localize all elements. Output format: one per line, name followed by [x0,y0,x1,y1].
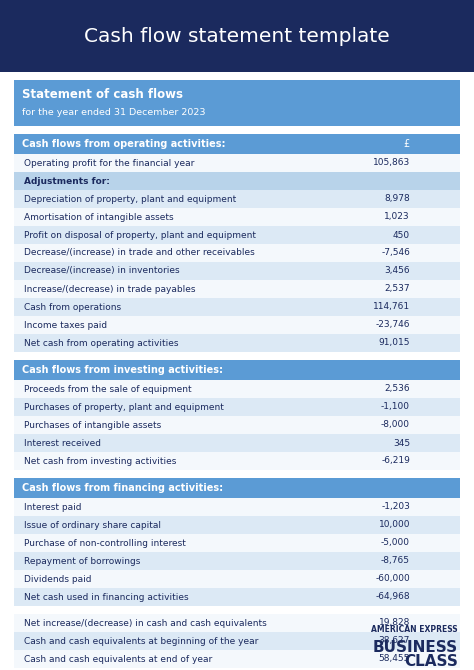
Bar [14,154,460,172]
Text: Purchases of intangible assets: Purchases of intangible assets [24,421,161,429]
Text: Cash from operations: Cash from operations [24,302,121,312]
Text: -7,546: -7,546 [381,249,410,257]
Bar [14,380,460,398]
Bar [14,416,460,434]
Bar [14,498,460,516]
Text: Interest paid: Interest paid [24,502,82,511]
Text: Issue of ordinary share capital: Issue of ordinary share capital [24,521,161,529]
Text: 58,455: 58,455 [379,655,410,663]
Text: for the year ended 31 December 2023: for the year ended 31 December 2023 [22,108,206,117]
Text: Purchases of property, plant and equipment: Purchases of property, plant and equipme… [24,403,224,411]
Text: -64,968: -64,968 [375,592,410,602]
Bar [14,588,460,606]
Bar [14,134,460,154]
Text: 114,761: 114,761 [373,302,410,312]
Text: Adjustments for:: Adjustments for: [24,176,110,186]
Text: Amortisation of intangible assets: Amortisation of intangible assets [24,212,173,222]
Bar [14,434,460,452]
Bar [14,172,460,190]
Bar [14,80,460,126]
Text: CLASS: CLASS [404,653,458,669]
Text: £: £ [404,139,410,149]
Text: -23,746: -23,746 [375,320,410,330]
Bar [14,360,460,380]
Text: -8,765: -8,765 [381,557,410,565]
Text: -1,203: -1,203 [381,502,410,511]
Text: Operating profit for the financial year: Operating profit for the financial year [24,159,194,168]
Text: Decrease/(increase) in trade and other receivables: Decrease/(increase) in trade and other r… [24,249,255,257]
Bar [14,316,460,334]
Text: Cash flows from financing activities:: Cash flows from financing activities: [22,483,223,493]
Text: Cash flow statement template: Cash flow statement template [84,27,390,46]
Text: 1,023: 1,023 [384,212,410,222]
Text: Net increase/(decrease) in cash and cash equivalents: Net increase/(decrease) in cash and cash… [24,618,267,628]
Text: -8,000: -8,000 [381,421,410,429]
Text: Decrease/(increase) in inventories: Decrease/(increase) in inventories [24,267,180,275]
Bar [14,262,460,280]
Bar [14,190,460,208]
Text: -6,219: -6,219 [381,456,410,466]
Text: Proceeds from the sale of equipment: Proceeds from the sale of equipment [24,385,191,393]
Text: 10,000: 10,000 [379,521,410,529]
Text: Net cash used in financing activities: Net cash used in financing activities [24,592,189,602]
Bar [14,398,460,416]
Text: AMERICAN EXPRESS: AMERICAN EXPRESS [371,626,458,634]
Bar [14,614,460,632]
Text: 2,536: 2,536 [384,385,410,393]
Bar [14,516,460,534]
Text: 19,828: 19,828 [379,618,410,628]
Text: Cash and cash equivalents at end of year: Cash and cash equivalents at end of year [24,655,212,663]
Text: BUSINESS: BUSINESS [373,641,458,655]
Bar [14,552,460,570]
Bar [14,570,460,588]
Text: -1,100: -1,100 [381,403,410,411]
Text: Dividends paid: Dividends paid [24,574,91,584]
Bar [14,334,460,352]
Bar [14,298,460,316]
Text: 8,978: 8,978 [384,194,410,204]
Text: Repayment of borrowings: Repayment of borrowings [24,557,140,565]
Text: 345: 345 [393,438,410,448]
Bar [14,650,460,668]
Bar [14,452,460,470]
Bar [14,632,460,650]
Text: -5,000: -5,000 [381,539,410,547]
Bar [14,244,460,262]
Text: 450: 450 [393,230,410,239]
Text: Cash flows from operating activities:: Cash flows from operating activities: [22,139,226,149]
Bar [14,478,460,498]
Text: Cash and cash equivalents at beginning of the year: Cash and cash equivalents at beginning o… [24,636,258,645]
Text: Increase/(decrease) in trade payables: Increase/(decrease) in trade payables [24,285,195,293]
Bar [14,226,460,244]
Text: 2,537: 2,537 [384,285,410,293]
Text: Statement of cash flows: Statement of cash flows [22,88,183,101]
Text: 3,456: 3,456 [384,267,410,275]
Bar [14,534,460,552]
Text: Depreciation of property, plant and equipment: Depreciation of property, plant and equi… [24,194,236,204]
Bar [14,280,460,298]
Text: Interest received: Interest received [24,438,101,448]
Text: Income taxes paid: Income taxes paid [24,320,107,330]
Text: Net cash from operating activities: Net cash from operating activities [24,338,179,348]
Text: Net cash from investing activities: Net cash from investing activities [24,456,176,466]
Text: 105,863: 105,863 [373,159,410,168]
Bar [0,0,474,72]
Text: Purchase of non-controlling interest: Purchase of non-controlling interest [24,539,186,547]
Text: -60,000: -60,000 [375,574,410,584]
Text: Profit on disposal of property, plant and equipment: Profit on disposal of property, plant an… [24,230,256,239]
Text: 91,015: 91,015 [379,338,410,348]
Bar [14,208,460,226]
Text: Cash flows from investing activities:: Cash flows from investing activities: [22,365,223,375]
Text: 38,627: 38,627 [379,636,410,645]
